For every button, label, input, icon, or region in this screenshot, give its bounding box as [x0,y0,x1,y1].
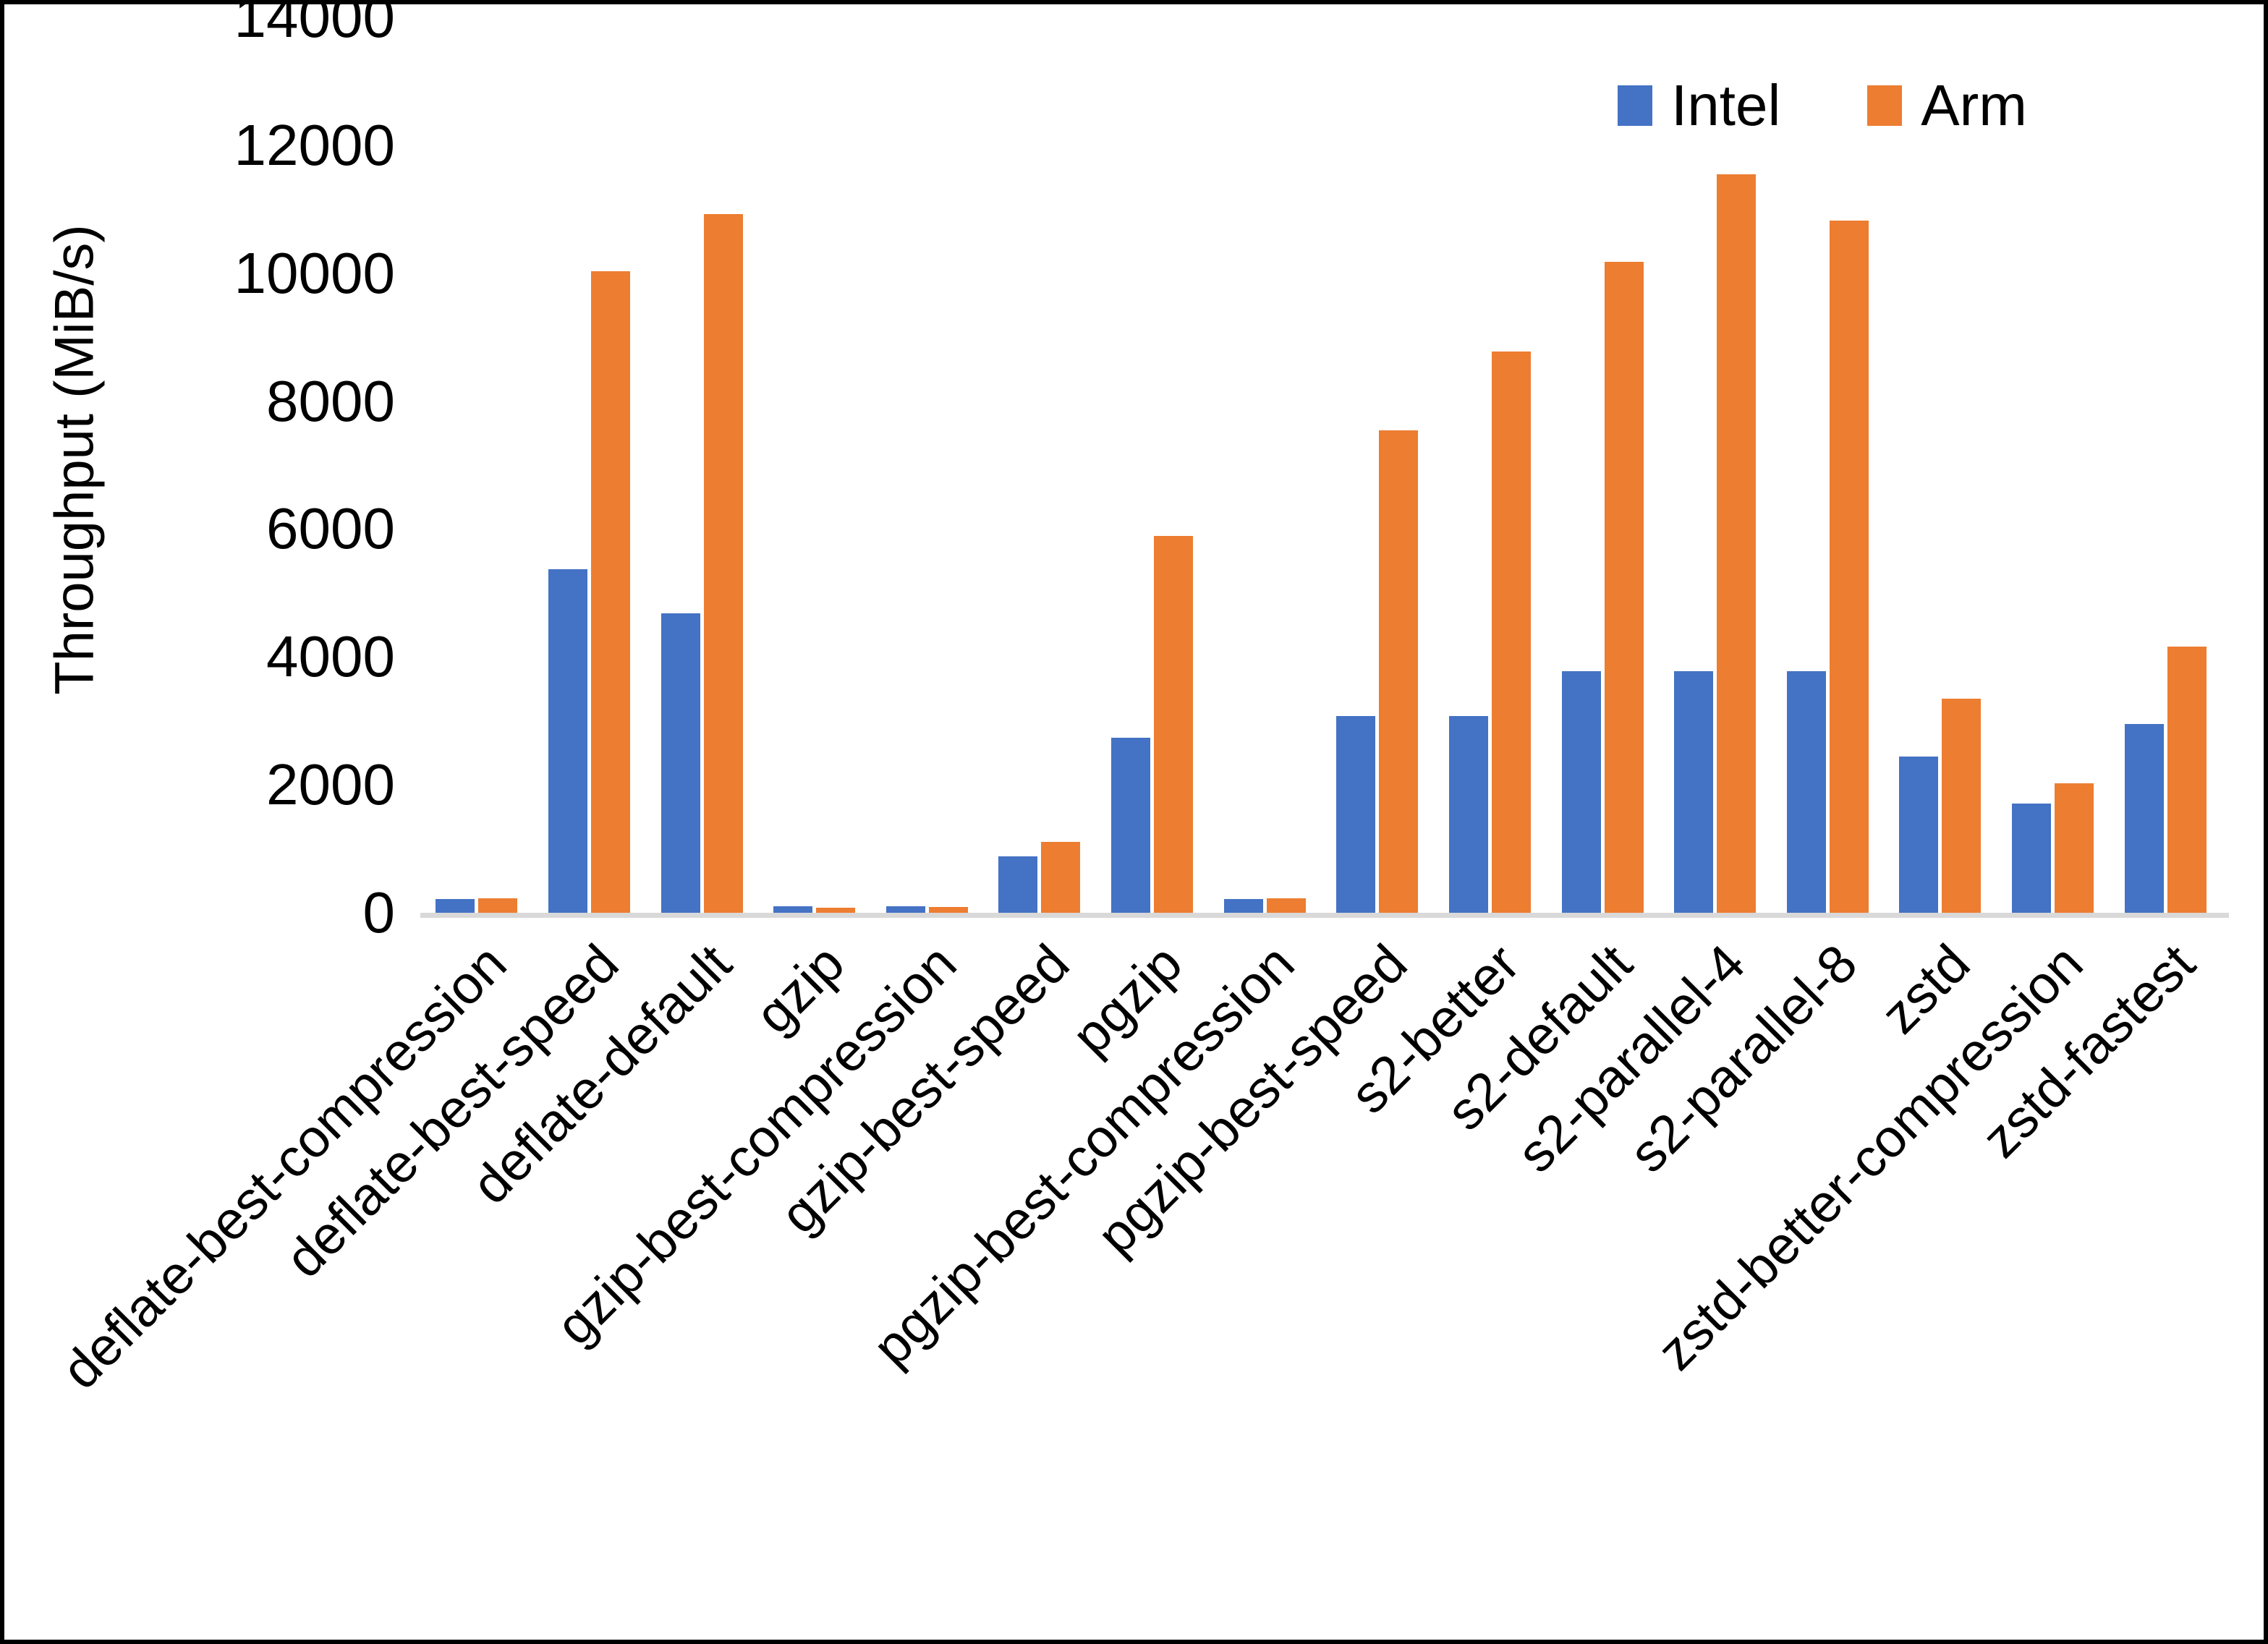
bar-group [1884,19,1997,914]
bar-intel[interactable] [2124,724,2164,914]
bar-group [1208,19,1321,914]
bar-intel[interactable] [548,568,587,914]
bar-arm[interactable] [928,907,968,914]
bar-group [758,19,871,914]
x-axis-baseline [420,913,2229,918]
bar-intel[interactable] [1786,670,1826,914]
bar-arm[interactable] [703,213,743,914]
bar-intel[interactable] [1223,898,1263,914]
bar-group [420,19,533,914]
bar-arm[interactable] [1379,430,1419,914]
y-axis-tick-label: 8000 [266,368,395,433]
bar-group [2109,19,2222,914]
bar-group [1096,19,1209,914]
bar-group [1772,19,1885,914]
bar-arm[interactable] [590,271,630,914]
y-axis-title: Throughput (MiB/s) [35,4,114,914]
bar-arm[interactable] [2167,647,2207,914]
bar-intel[interactable] [1448,715,1488,914]
bar-group [533,19,646,914]
bar-arm[interactable] [1829,220,1869,914]
bar-arm[interactable] [1604,262,1644,914]
plot-area [420,19,2222,914]
bar-group [1659,19,1772,914]
bar-arm[interactable] [2055,783,2094,914]
y-axis-title-text: Throughput (MiB/s) [43,223,106,695]
y-axis-tick-label: 4000 [266,624,395,689]
bar-group [645,19,758,914]
bar-arm[interactable] [1491,351,1531,914]
bar-arm[interactable] [478,898,518,914]
bar-group [1321,19,1434,914]
bar-intel[interactable] [2012,804,2052,914]
y-axis-tick-label: 6000 [266,496,395,561]
bar-group [871,19,984,914]
bar-intel[interactable] [661,613,700,914]
bar-arm[interactable] [1942,699,1982,914]
bar-intel[interactable] [1111,737,1151,914]
bar-group [1997,19,2110,914]
bar-intel[interactable] [885,906,925,914]
y-axis-tick-labels: 0 2000 4000 6000 8000 10000 12000 14000 [113,4,417,959]
chart-legend: Intel Arm [1618,77,2027,135]
bar-intel[interactable] [998,856,1038,914]
y-axis-tick-label: 10000 [234,240,395,305]
legend-swatch-icon [1867,85,1903,126]
bar-arm[interactable] [1717,174,1757,914]
bar-intel[interactable] [1899,756,1939,914]
bar-arm[interactable] [1266,898,1306,914]
bar-intel[interactable] [1336,715,1376,914]
legend-item-intel[interactable]: Intel [1618,77,1780,135]
legend-label: Arm [1921,73,2027,137]
bar-intel[interactable] [1561,670,1601,914]
legend-item-arm[interactable]: Arm [1867,77,2027,135]
legend-label: Intel [1671,73,1781,137]
bar-intel[interactable] [436,898,475,914]
y-axis-tick-label: 14000 [234,0,395,49]
bar-arm[interactable] [1154,535,1194,914]
legend-swatch-icon [1618,85,1652,126]
bar-intel[interactable] [773,906,813,914]
bar-arm[interactable] [816,908,856,914]
y-axis-tick-label: 0 [362,880,396,945]
x-axis-tick-labels: deflate-best-compression deflate-best-spe… [4,923,2264,1574]
bar-group [1434,19,1547,914]
bar-group [983,19,1096,914]
bar-arm[interactable] [1041,842,1081,914]
bar-group [1546,19,1659,914]
y-axis-tick-label: 12000 [234,112,395,177]
y-axis-tick-label: 2000 [266,752,395,817]
bar-intel[interactable] [1674,670,1714,914]
